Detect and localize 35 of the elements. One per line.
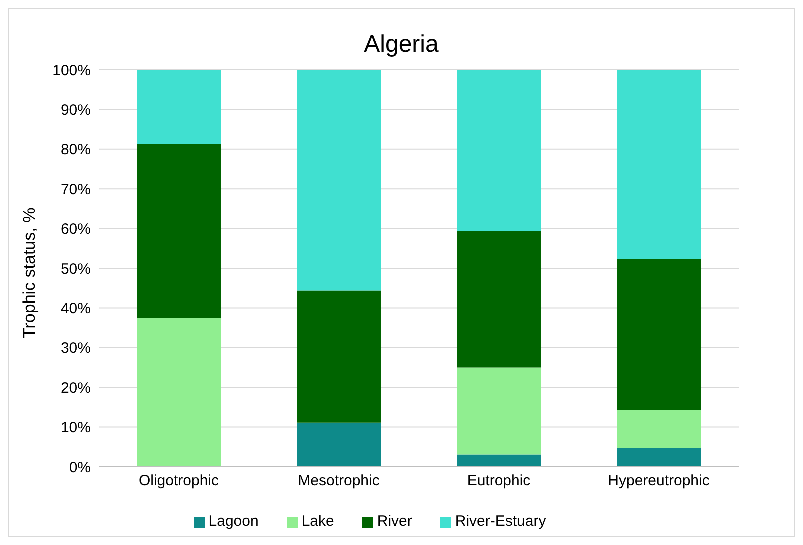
bar: [297, 422, 381, 467]
legend-label: River-Estuary: [455, 513, 546, 530]
y-tick-label: 20%: [60, 380, 91, 397]
bar: [617, 258, 701, 410]
y-axis-title: Trophic status, %: [20, 208, 40, 338]
y-tick-label: 90%: [60, 102, 91, 120]
y-tick-label: 30%: [60, 340, 91, 358]
bar: [137, 144, 221, 318]
y-tick-label: 80%: [60, 142, 91, 159]
bar: [617, 448, 701, 467]
bar: [457, 368, 541, 455]
y-tick-label: 40%: [60, 300, 91, 318]
x-tick-label: Oligotrophic: [138, 472, 220, 490]
y-tick-label: 10%: [60, 420, 91, 437]
bar: [457, 231, 541, 368]
bar: [617, 410, 701, 448]
bar: [137, 318, 221, 467]
bar: [457, 454, 541, 467]
legend-label: River: [377, 513, 412, 530]
y-tick-label: 100%: [52, 62, 91, 80]
y-tick-label: 50%: [60, 260, 91, 278]
x-tick-label: Eutrophic: [467, 472, 532, 490]
bar: [137, 70, 221, 144]
y-tick-label: 0%: [69, 459, 91, 476]
y-tick-label: 70%: [60, 181, 91, 198]
legend-label: Lagoon: [208, 513, 259, 530]
bar: [297, 70, 381, 291]
legend-label: Lake: [302, 513, 334, 530]
x-tick-label: Hypereutrophic: [608, 472, 710, 490]
bar: [297, 290, 381, 423]
x-tick-label: Mesotrophic: [298, 472, 380, 490]
bar: [617, 70, 701, 259]
bar: [457, 70, 541, 232]
chart-title: Algeria: [364, 31, 439, 58]
y-tick-label: 60%: [60, 221, 91, 238]
